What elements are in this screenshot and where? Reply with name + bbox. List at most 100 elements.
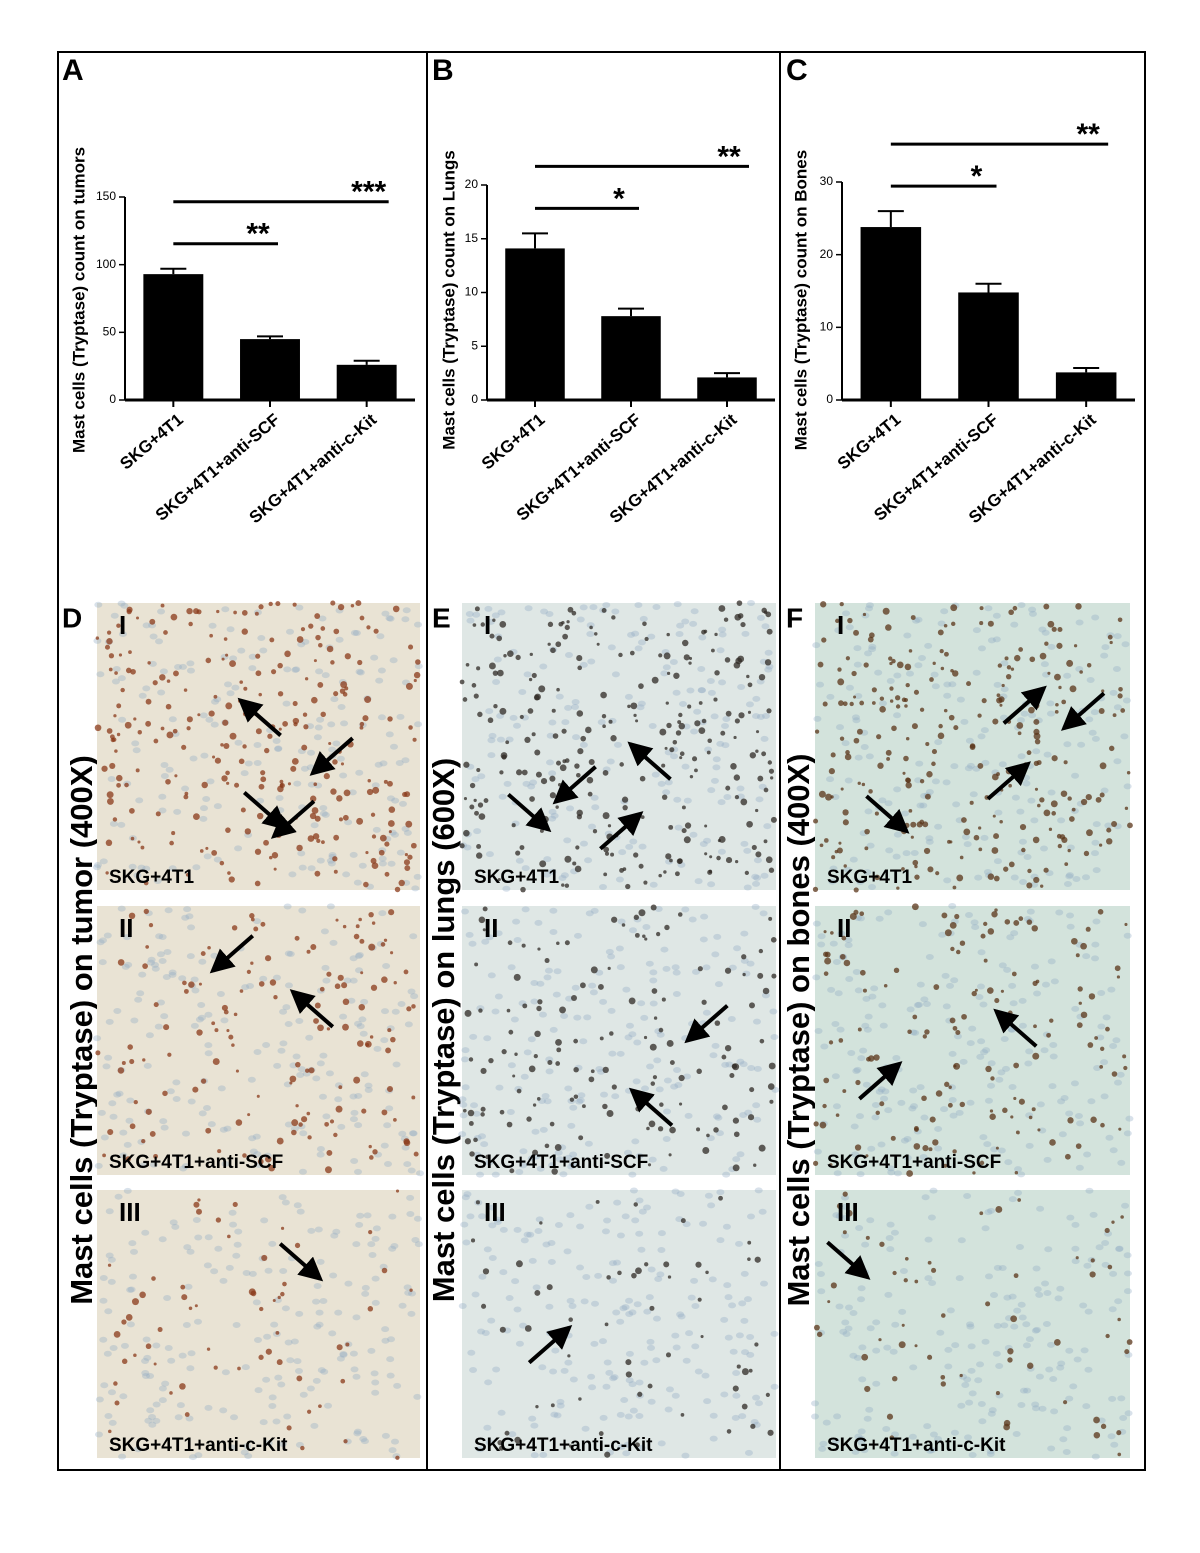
stained-cell [750,1424,755,1429]
cell-nucleus [1018,753,1026,759]
cell-nucleus [865,1014,873,1020]
cell-nucleus [697,666,705,672]
stained-cell [1125,807,1128,810]
cell-nucleus [570,1376,578,1382]
stained-cell [287,1425,292,1430]
cell-nucleus [755,1187,763,1193]
stained-cell [617,1271,622,1276]
stained-cell [363,882,369,888]
cell-nucleus [622,987,630,993]
stained-cell [351,604,354,607]
cell-nucleus [1065,1111,1073,1117]
cell-nucleus [728,1302,736,1308]
cell-nucleus [563,837,571,843]
cell-nucleus [903,633,911,639]
cell-nucleus [710,1436,718,1442]
stained-cell [931,1268,936,1273]
cell-nucleus [141,1230,149,1236]
cell-nucleus [136,990,144,996]
cell-nucleus [99,959,107,965]
stained-cell [853,910,858,915]
stained-cell [515,655,520,660]
stained-cell [866,1236,870,1240]
cell-nucleus [299,1169,307,1175]
cell-nucleus [205,1050,213,1056]
cell-nucleus [1046,700,1054,706]
stained-cell [188,622,192,626]
cell-nucleus [293,1054,301,1060]
stained-cell [555,805,558,808]
cell-nucleus [219,1278,227,1284]
stained-cell [393,606,400,613]
stained-cell [330,1119,334,1123]
cell-nucleus [577,617,585,623]
stained-cell [158,1327,163,1332]
micrograph-title: Mast cells (Tryptase) on bones (400X) [781,753,816,1306]
stained-cell [507,1009,511,1013]
stained-cell [740,799,747,806]
stained-cell [247,1113,250,1116]
cell-nucleus [964,841,972,847]
stained-cell [370,1035,373,1038]
stained-cell [114,671,118,675]
cell-nucleus [1109,1043,1117,1049]
stained-cell [869,632,875,638]
stained-cell [1122,1054,1126,1058]
cell-nucleus [854,1355,862,1361]
cell-nucleus [876,916,884,922]
cell-nucleus [723,1224,731,1230]
cell-nucleus [197,1002,205,1008]
image-label: III [484,1197,506,1227]
stained-cell [174,774,177,777]
stained-cell [313,1018,319,1024]
stained-cell [765,612,771,618]
cell-nucleus [291,1338,299,1344]
cell-nucleus [530,980,538,986]
cell-nucleus [616,1319,624,1325]
cell-nucleus [1019,998,1027,1004]
stained-cell [476,852,482,858]
stained-cell [231,1043,235,1047]
cell-nucleus [918,655,926,661]
cell-nucleus [707,787,715,793]
stained-cell [577,710,584,717]
cell-nucleus [732,1156,740,1162]
stained-cell [333,691,338,696]
stained-cell [593,829,597,833]
cell-nucleus [143,1355,151,1361]
panel-letter: C [786,54,808,87]
stained-cell [508,940,513,945]
cell-nucleus [855,755,863,761]
stained-cell [1032,981,1037,986]
stained-cell [735,860,738,863]
stained-cell [638,683,644,689]
cell-nucleus [467,1350,475,1356]
stained-cell [340,681,347,688]
cell-nucleus [949,1051,957,1057]
cell-nucleus [631,1138,639,1144]
stained-cell [484,798,489,803]
cell-nucleus [1048,958,1056,964]
stained-cell [1115,965,1121,971]
stained-cell [1016,722,1023,729]
stained-cell [618,653,622,657]
stained-cell [1076,953,1080,957]
cell-nucleus [658,1440,666,1446]
cell-nucleus [111,613,119,619]
stained-cell [602,1104,607,1109]
cell-nucleus [752,881,760,887]
stained-cell [675,871,680,876]
cell-nucleus [384,1161,392,1167]
stained-cell [635,719,638,722]
cell-nucleus [634,602,642,608]
cell-nucleus [884,1107,892,1113]
cell-nucleus [741,1271,749,1277]
stained-cell [1117,975,1120,978]
stained-cell [95,1050,100,1055]
stained-cell [704,630,708,634]
cell-nucleus [157,609,165,615]
cell-nucleus [288,871,296,877]
cell-nucleus [1097,1024,1105,1030]
stained-cell [503,654,506,657]
cell-nucleus [279,1009,287,1015]
